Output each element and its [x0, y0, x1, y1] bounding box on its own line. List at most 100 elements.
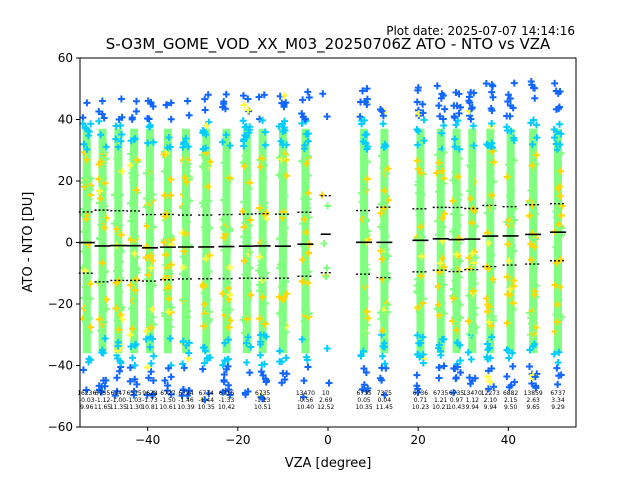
bin-count-label: 6727 — [160, 390, 175, 397]
data-point — [527, 187, 535, 195]
data-point — [438, 167, 446, 175]
data-point — [85, 355, 93, 363]
data-point — [505, 161, 513, 169]
data-point — [165, 134, 173, 142]
data-point — [259, 116, 267, 124]
data-point — [222, 90, 230, 98]
data-point — [555, 348, 563, 356]
data-point — [556, 88, 564, 96]
data-point — [183, 163, 191, 171]
data-point — [147, 368, 155, 376]
data-point — [260, 360, 268, 368]
data-point — [488, 333, 496, 341]
data-point — [435, 341, 443, 349]
data-point — [244, 333, 252, 341]
data-point — [259, 293, 267, 301]
data-point — [417, 169, 425, 177]
data-point — [163, 284, 171, 292]
data-point — [358, 198, 366, 206]
data-point — [117, 95, 125, 103]
data-point — [147, 359, 155, 367]
data-point — [419, 295, 427, 303]
data-point — [483, 295, 491, 303]
data-point — [456, 356, 464, 364]
data-point — [451, 277, 459, 285]
data-point — [552, 140, 560, 148]
data-point — [510, 277, 518, 285]
data-point — [555, 172, 563, 180]
data-point — [220, 159, 228, 167]
bin-count-label: 6714 — [199, 390, 214, 397]
x-tick-label: 40 — [501, 433, 516, 447]
data-point — [527, 314, 535, 322]
data-point — [178, 270, 186, 278]
data-point — [241, 131, 249, 139]
data-point — [167, 115, 175, 123]
data-point — [441, 210, 449, 218]
data-point — [413, 157, 421, 165]
data-point — [179, 204, 187, 212]
bin-count-label: 6735 — [255, 390, 270, 397]
data-point — [282, 278, 290, 286]
data-point — [219, 138, 227, 146]
data-point — [298, 110, 306, 118]
data-point — [487, 167, 495, 175]
density-band — [529, 128, 538, 354]
data-point — [240, 101, 248, 109]
data-point — [468, 269, 476, 277]
data-point — [377, 315, 385, 323]
data-point — [97, 221, 105, 229]
data-point — [471, 304, 479, 312]
data-point — [420, 116, 428, 124]
data-point — [142, 335, 150, 343]
data-point — [261, 199, 269, 207]
data-point — [201, 396, 209, 404]
data-point — [126, 364, 134, 372]
data-point — [361, 329, 369, 337]
data-point — [379, 352, 387, 360]
data-point — [529, 326, 537, 334]
data-point — [551, 79, 559, 87]
data-point — [81, 283, 89, 291]
scatter-points — [79, 78, 566, 404]
data-point — [298, 157, 306, 165]
data-point — [511, 378, 519, 386]
data-point — [357, 352, 365, 360]
y-tick-label: −40 — [48, 359, 73, 373]
bin-mean-label: -1.73 — [142, 397, 158, 404]
data-point — [414, 207, 422, 215]
data-point — [305, 93, 313, 101]
data-point — [167, 191, 175, 199]
data-point — [490, 383, 498, 391]
data-point — [95, 382, 103, 390]
data-point — [185, 387, 193, 395]
data-point — [552, 214, 560, 222]
data-point — [529, 141, 537, 149]
bin-mean-label: -1.44 — [198, 397, 214, 404]
data-point — [95, 315, 103, 323]
data-point — [488, 191, 496, 199]
bin-mean-label: -1.13 — [255, 397, 271, 404]
data-point — [118, 167, 126, 175]
data-point — [98, 309, 106, 317]
data-point — [471, 279, 479, 287]
data-point — [259, 273, 267, 281]
data-point — [240, 223, 248, 231]
data-point — [79, 366, 87, 374]
data-point — [146, 226, 154, 234]
data-point — [303, 353, 311, 361]
data-point — [95, 107, 103, 115]
data-point — [456, 314, 464, 322]
y-tick-label: −60 — [48, 420, 73, 434]
data-point — [144, 139, 152, 147]
data-point — [364, 158, 372, 166]
data-point — [260, 238, 268, 246]
data-point — [131, 211, 139, 219]
bin-count-label: 6735 — [449, 390, 464, 397]
data-point — [414, 86, 422, 94]
density-band — [98, 128, 107, 354]
x-tick-label: 0 — [324, 433, 332, 447]
data-point — [532, 384, 540, 392]
bin-std-label: 11.45 — [376, 404, 393, 411]
data-point — [200, 203, 208, 211]
